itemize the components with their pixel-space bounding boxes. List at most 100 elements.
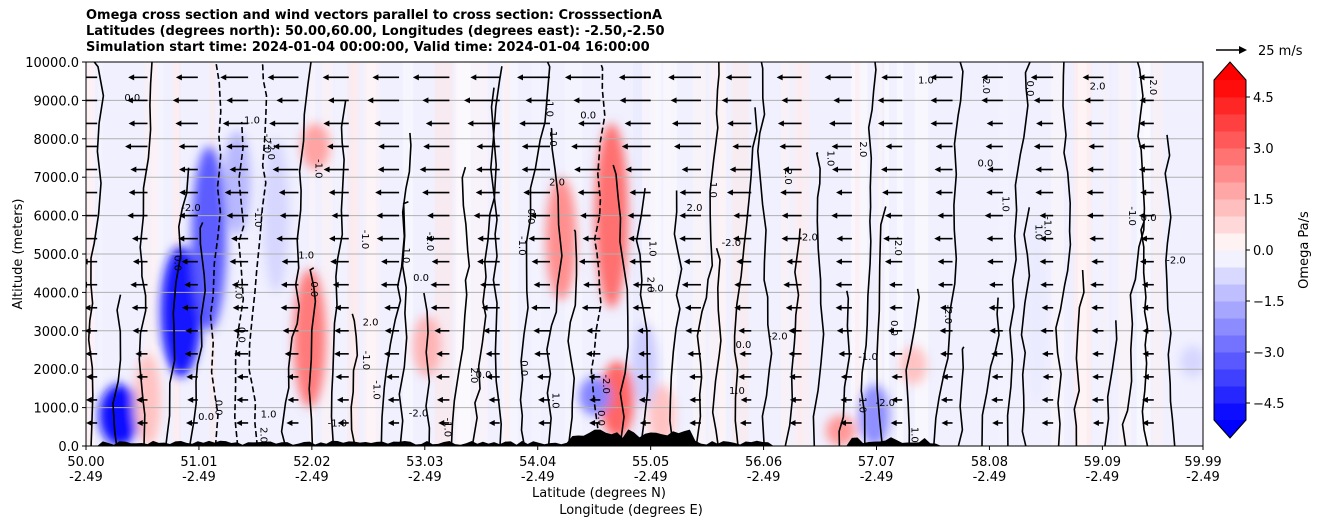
wind-arrow <box>521 166 551 173</box>
wind-arrow <box>788 350 802 357</box>
wind-arrow <box>276 235 299 242</box>
wind-arrow-head <box>624 120 631 127</box>
wind-arrow-head <box>732 143 739 150</box>
wind-arrow-head <box>887 327 894 334</box>
wind-arrow <box>427 212 450 219</box>
wind-arrow <box>1139 258 1154 265</box>
wind-arrow-head <box>1140 235 1147 242</box>
wind-arrow-head <box>430 304 437 311</box>
wind-arrow-head <box>79 236 85 242</box>
wind-arrow <box>836 189 852 196</box>
wind-arrow-head <box>521 166 528 173</box>
wind-arrow <box>374 120 400 127</box>
contour-label: 1.0 <box>857 397 868 413</box>
wind-arrow-head <box>578 258 585 265</box>
wind-arrow-head <box>519 120 526 127</box>
wind-arrow-head <box>671 120 678 127</box>
wind-arrow-head <box>638 396 645 403</box>
contour-label: -2.0 <box>409 409 429 420</box>
wind-arrow <box>888 350 903 357</box>
wind-arrow <box>627 212 651 219</box>
wind-arrow <box>624 120 651 127</box>
wind-arrow-head <box>178 212 185 219</box>
wind-arrow-head <box>628 235 635 242</box>
wind-arrow <box>1091 304 1104 311</box>
wind-arrow <box>229 258 249 265</box>
wind-arrow-head <box>1092 373 1099 380</box>
wind-arrow <box>891 373 903 380</box>
wind-arrow <box>882 189 903 196</box>
wind-arrow-head <box>781 235 788 242</box>
wind-arrow-head <box>583 281 590 288</box>
wind-arrow <box>789 373 802 380</box>
colorbar-tick-label: −1.5 <box>1253 295 1285 310</box>
contour-line <box>489 66 503 446</box>
wind-arrow-head <box>128 74 135 81</box>
wind-arrow <box>681 281 701 288</box>
wind-arrow-head <box>621 143 628 150</box>
wind-arrow <box>86 122 98 125</box>
wind-arrow-head <box>881 74 888 81</box>
wind-arrow <box>884 258 903 265</box>
wind-arrow <box>136 419 148 426</box>
wind-arrow <box>638 350 651 357</box>
wind-arrow-head <box>1085 120 1092 127</box>
wind-arrow <box>185 327 198 334</box>
wind-arrow <box>831 143 852 150</box>
contour-line <box>695 62 720 446</box>
wind-arrow-head <box>476 166 483 173</box>
wind-arrow <box>267 74 299 81</box>
wind-arrow <box>383 350 400 357</box>
wind-arrow-head <box>136 396 143 403</box>
wind-arrow-head <box>891 373 898 380</box>
wind-arrow <box>380 281 400 288</box>
wind-arrow-head <box>323 166 330 173</box>
wind-arrow-head <box>336 396 343 403</box>
contour-line <box>280 62 312 446</box>
omega-feature <box>600 361 635 439</box>
wind-arrow <box>332 281 349 288</box>
wind-arrow <box>86 396 98 403</box>
wind-arrow <box>1039 258 1054 265</box>
contour-label: 1.0 <box>298 250 314 261</box>
wind-arrow <box>1039 235 1054 242</box>
wind-arrow <box>1086 212 1104 219</box>
wind-arrow-head <box>335 373 342 380</box>
wind-arrow-head <box>131 235 138 242</box>
wind-arrow-head <box>127 212 134 219</box>
wind-arrow-head <box>374 120 381 127</box>
omega-feature <box>578 376 611 416</box>
wind-arrow-head <box>940 304 947 311</box>
wind-arrow-head <box>589 419 596 426</box>
wind-arrow <box>387 396 400 403</box>
wind-arrow-head <box>981 97 988 104</box>
wind-arrow <box>536 373 551 380</box>
colorbar-tick-label: −3.0 <box>1253 346 1285 361</box>
contour-line <box>838 290 851 446</box>
wind-arrow <box>1092 350 1104 357</box>
wind-arrow <box>178 212 198 219</box>
colorbar-segment <box>1214 335 1246 353</box>
contour-line <box>612 164 629 446</box>
y-tick-label: 2000.0 <box>34 363 80 378</box>
wind-arrow <box>1141 396 1154 403</box>
wind-arrow <box>940 304 953 311</box>
contour-label: -1.0 <box>360 351 371 371</box>
wind-arrow-head <box>179 166 186 173</box>
wind-arrow <box>783 281 802 288</box>
wind-arrow <box>86 327 98 334</box>
wind-arrow <box>1087 166 1104 173</box>
wind-arrow <box>523 189 551 196</box>
wind-arrow <box>226 97 249 104</box>
wind-arrow <box>422 97 450 104</box>
wind-arrow-head <box>989 281 996 288</box>
wind-arrow-head <box>187 396 194 403</box>
wind-arrow-head <box>586 327 593 334</box>
wind-arrow-head <box>278 189 285 196</box>
colorbar-segment <box>1214 148 1246 166</box>
wind-arrow <box>589 419 601 426</box>
wind-arrow <box>184 281 198 288</box>
wind-arrow-head <box>930 74 937 81</box>
x-tick-label-lat: 59.09 <box>1084 455 1121 470</box>
wind-arrow-head <box>930 97 937 104</box>
